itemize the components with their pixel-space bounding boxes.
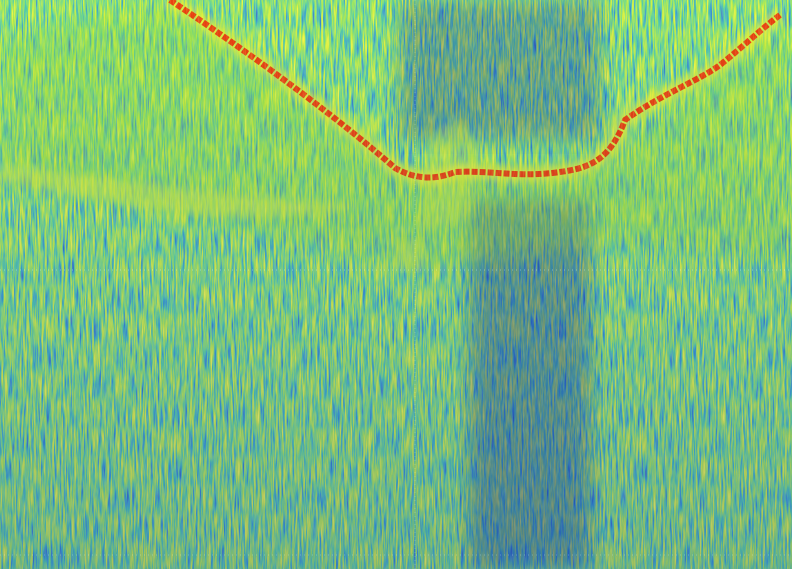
oct-scan (0, 0, 792, 569)
depth-fade (0, 0, 792, 569)
page: OCT scan {} html, body { margin: 0; padd… (0, 0, 792, 569)
body (0, 0, 792, 569)
